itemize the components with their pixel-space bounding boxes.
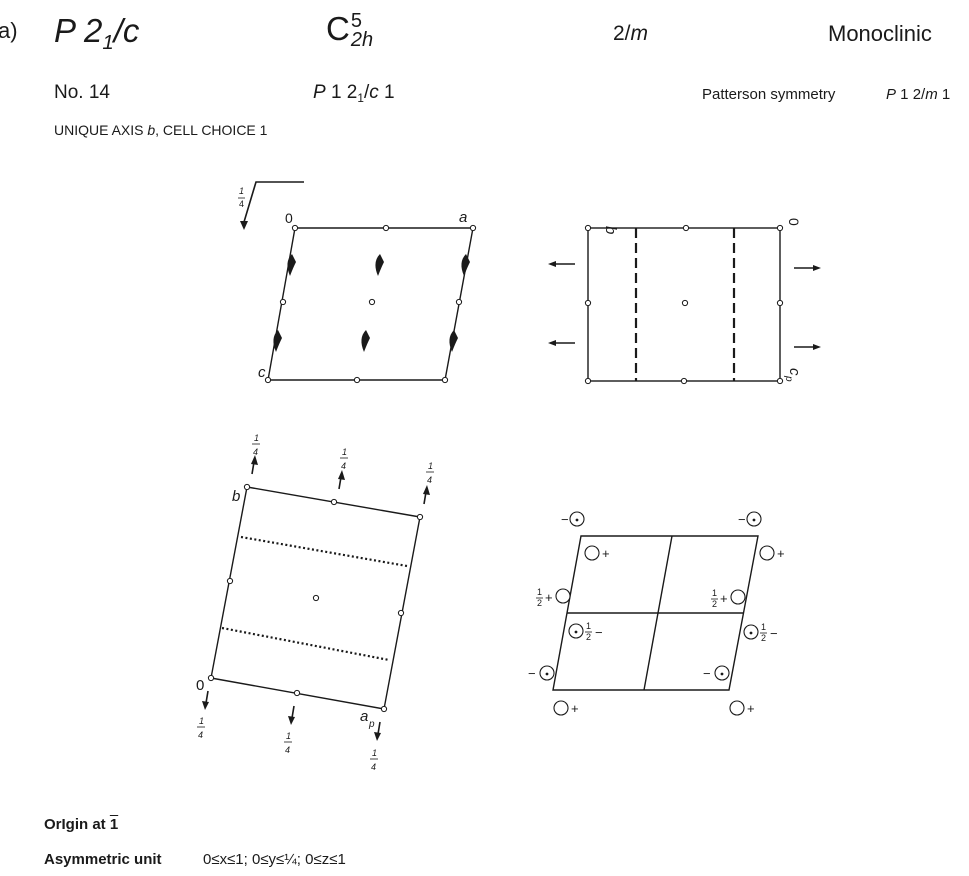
svg-text:1: 1 — [286, 731, 291, 741]
svg-text:p: p — [783, 375, 794, 382]
asymmetric-unit-value: 0≤x≤1; 0≤y≤¼; 0≤z≤1 — [203, 851, 346, 868]
quarter-num: 1 — [239, 186, 244, 196]
schoenflies-symbol: C 5 2h — [326, 10, 374, 52]
svg-text:a: a — [360, 708, 368, 725]
svg-text:4: 4 — [198, 730, 203, 740]
svg-text:−: − — [561, 512, 569, 527]
point-group: 2/m — [613, 22, 649, 45]
patterson-label: Patterson symmetry — [702, 86, 836, 103]
svg-text:−: − — [738, 512, 746, 527]
svg-text:1: 1 — [372, 748, 377, 758]
svg-text:+: + — [720, 591, 728, 606]
position-signs: − − + + + + − − − − + + — [528, 512, 785, 716]
svg-text:+: + — [571, 701, 579, 716]
screw-arrows — [202, 455, 430, 741]
svg-text:4: 4 — [253, 447, 258, 457]
svg-text:4: 4 — [427, 475, 432, 485]
svg-text:1: 1 — [428, 461, 433, 471]
svg-text:+: + — [602, 546, 610, 561]
svg-text:2: 2 — [537, 598, 542, 608]
position-circles — [539, 511, 775, 716]
svg-text:1: 1 — [586, 621, 591, 631]
full-symbol: P 1 21/c 1 — [313, 82, 395, 106]
svg-text:4: 4 — [371, 762, 376, 772]
space-group-number: No. 14 — [54, 82, 110, 103]
diagram-general-positions: − − + + + + − − − − + + 1 2 1 2 1 2 1 2 — [528, 511, 785, 716]
svg-text:−: − — [770, 626, 778, 641]
svg-text:p: p — [368, 719, 375, 730]
space-group-symbol: P 21/c — [54, 12, 140, 55]
panel-label: a) — [0, 18, 18, 43]
svg-text:+: + — [545, 590, 553, 605]
svg-text:2: 2 — [761, 633, 766, 643]
svg-text:+: + — [747, 701, 755, 716]
glide-arrows — [548, 261, 821, 350]
origin-label-rotated: 0 — [786, 218, 802, 226]
svg-text:−: − — [528, 666, 536, 681]
axis-c-label: c — [258, 364, 266, 381]
svg-text:−: − — [595, 625, 603, 640]
quarter-labels: 1 4 1 4 1 4 1 4 1 4 1 4 — [198, 433, 433, 772]
svg-text:1: 1 — [712, 588, 717, 598]
crystal-system: Monoclinic — [828, 21, 932, 46]
svg-text:1: 1 — [199, 716, 204, 726]
axis-b-label-c: b — [232, 488, 240, 505]
svg-text:1: 1 — [342, 447, 347, 457]
axis-ap-label: a p — [360, 708, 375, 730]
axis-b-label: b — [602, 226, 619, 234]
diagram-projection-a: b 0 c p — [548, 218, 821, 385]
half-labels: 1 2 1 2 1 2 1 2 — [537, 587, 766, 643]
svg-text:4: 4 — [341, 461, 346, 471]
unique-axis-line: UNIQUE AXIS b, CELL CHOICE 1 — [54, 122, 268, 138]
svg-text:+: + — [777, 546, 785, 561]
quarter-den: 4 — [239, 199, 244, 209]
svg-text:4: 4 — [285, 745, 290, 755]
diagram-projection-c: 1 4 1 4 1 4 1 4 1 4 1 4 b 0 a p — [196, 433, 434, 772]
svg-text:2: 2 — [586, 632, 591, 642]
svg-text:1: 1 — [537, 587, 542, 597]
svg-text:c: c — [786, 368, 803, 376]
axis-cp-label: c p — [783, 368, 803, 382]
screw-axis-symbols — [273, 254, 470, 352]
svg-text:1: 1 — [761, 622, 766, 632]
svg-text:−: − — [703, 666, 711, 681]
svg-text:1: 1 — [254, 433, 259, 443]
origin-line: OrIgin at 1 — [44, 816, 119, 833]
patterson-symbol: P 1 2/m 1 — [886, 86, 951, 103]
axis-a-label: a — [459, 209, 467, 226]
diagram-projection-b: 1 4 0 a c — [238, 181, 477, 384]
asymmetric-unit-label: Asymmetric unit — [44, 851, 162, 868]
svg-text:2: 2 — [712, 599, 717, 609]
origin-label: 0 — [285, 210, 293, 226]
origin-label-c: 0 — [196, 677, 204, 694]
